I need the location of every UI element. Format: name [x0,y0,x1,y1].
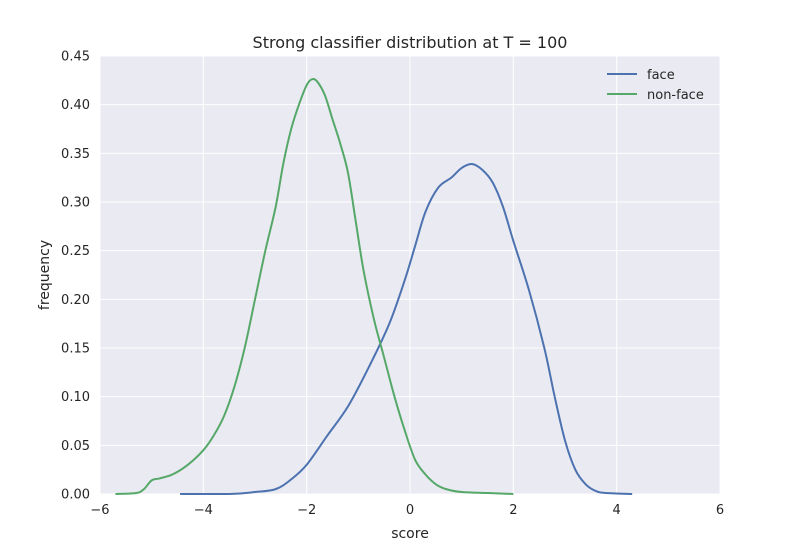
x-axis-label: score [391,526,429,542]
x-tick-label: −4 [194,503,213,518]
legend-label-face: face [647,68,675,83]
legend: face non-face [607,68,704,103]
y-tick-label: 0.15 [61,342,90,357]
series-layer [115,78,633,495]
y-tick-label: 0.35 [61,147,90,162]
y-tick-label: 0.25 [61,244,90,259]
x-tick-label: 6 [716,503,724,518]
y-tick-label: 0.10 [61,390,90,405]
x-tick-label: 2 [509,503,517,518]
y-tick-label: 0.40 [61,98,90,113]
series-line-non-face [115,78,514,495]
x-tick-labels: −6 −4 −2 0 2 4 6 [90,503,724,518]
y-tick-label: 0.20 [61,293,90,308]
y-tick-label: 0.05 [61,439,90,454]
legend-label-non-face: non-face [647,88,704,103]
y-tick-labels: 0.00 0.05 0.10 0.15 0.20 0.25 0.30 0.35 0.40 0.45 [61,50,90,503]
chart-title: Strong classifier distribution at T = 10… [253,33,568,52]
x-tick-label: 0 [406,503,414,518]
x-tick-label: −6 [90,503,109,518]
y-tick-label: 0.30 [61,196,90,211]
y-tick-label: 0.00 [61,488,90,503]
y-tick-label: 0.45 [61,50,90,65]
x-tick-label: −2 [297,503,316,518]
series-line-face [180,163,633,495]
x-tick-label: 4 [613,503,621,518]
y-axis-label: frequency [37,240,53,310]
